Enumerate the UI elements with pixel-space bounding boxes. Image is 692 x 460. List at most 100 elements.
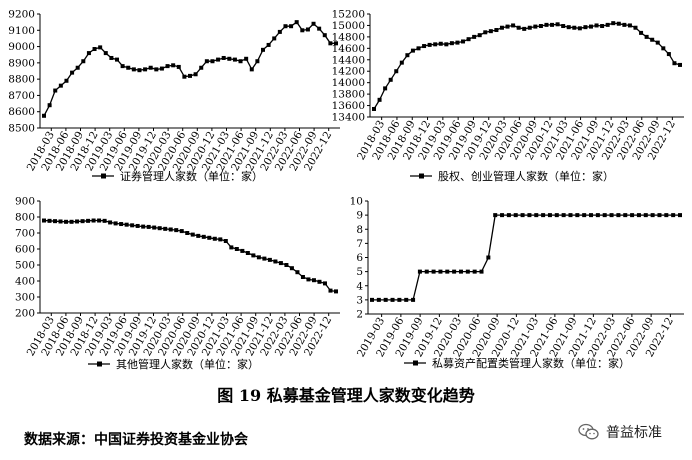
data-point — [505, 24, 510, 29]
data-point — [240, 248, 245, 253]
data-point — [644, 34, 649, 39]
data-point — [102, 218, 107, 223]
data-point — [506, 213, 511, 218]
data-point — [174, 228, 179, 233]
y-tick-label: 14600 — [332, 43, 365, 55]
data-point — [47, 218, 52, 223]
data-point — [611, 21, 616, 26]
data-point — [193, 72, 198, 77]
data-point — [317, 279, 322, 284]
legend-label: 私募资产配置类管理人家数（单位：家） — [432, 356, 630, 370]
data-point — [424, 269, 429, 274]
data-point — [513, 213, 518, 218]
data-point — [245, 251, 250, 255]
data-point — [289, 266, 294, 271]
data-point — [75, 219, 80, 224]
data-point — [455, 40, 460, 45]
data-point — [655, 40, 660, 45]
data-point — [527, 25, 532, 30]
y-tick-label: 9 — [356, 210, 363, 222]
data-point — [207, 235, 212, 240]
data-point — [201, 234, 206, 239]
data-point — [657, 213, 662, 218]
y-tick-label: 900 — [15, 196, 35, 208]
data-point — [602, 213, 607, 218]
data-point — [328, 41, 333, 46]
data-point — [261, 47, 265, 52]
data-point — [47, 103, 52, 108]
data-point — [244, 56, 249, 61]
data-point — [91, 218, 96, 223]
data-point — [616, 21, 621, 26]
data-point — [262, 256, 267, 261]
data-point — [472, 34, 477, 39]
data-point — [103, 51, 108, 56]
data-point — [583, 25, 588, 30]
data-point — [53, 219, 58, 224]
y-tick-label: 6 — [356, 252, 363, 264]
y-tick-label: 15200 — [332, 9, 365, 21]
data-point — [221, 55, 226, 60]
data-point — [671, 213, 676, 218]
data-point — [627, 23, 632, 28]
y-tick-label: 8800 — [8, 74, 35, 86]
data-point — [232, 57, 237, 62]
data-point — [70, 70, 75, 75]
data-point — [433, 42, 438, 47]
data-point — [179, 229, 184, 234]
data-point — [126, 65, 131, 70]
data-point — [80, 219, 85, 224]
data-point — [294, 20, 299, 25]
y-tick-label: 200 — [15, 308, 35, 320]
data-point — [272, 36, 277, 41]
data-point — [588, 24, 593, 29]
y-tick-label: 9200 — [8, 9, 35, 21]
data-point — [449, 41, 454, 46]
data-point — [212, 236, 217, 241]
data-point — [300, 28, 305, 33]
data-point — [575, 213, 580, 218]
y-tick-label: 14200 — [332, 66, 365, 78]
data-point — [405, 53, 410, 58]
data-point — [643, 213, 648, 218]
data-point — [438, 41, 443, 46]
series-line — [43, 219, 337, 293]
data-point — [148, 65, 153, 70]
data-point — [109, 55, 114, 60]
data-point — [388, 77, 393, 82]
data-point — [154, 67, 159, 72]
data-point — [609, 213, 614, 218]
series-line — [372, 214, 680, 301]
data-point — [383, 86, 388, 91]
data-point — [538, 24, 543, 29]
data-point — [664, 213, 669, 218]
data-point — [561, 213, 566, 218]
data-point — [444, 42, 449, 47]
data-point — [547, 213, 552, 218]
data-point — [53, 88, 58, 93]
data-point — [218, 237, 223, 242]
data-point — [534, 213, 539, 218]
data-point — [600, 24, 605, 29]
data-point — [582, 213, 587, 218]
data-point — [86, 51, 91, 56]
data-point — [300, 275, 305, 279]
y-tick-label: 300 — [15, 292, 35, 304]
data-point — [417, 269, 422, 274]
legend-label: 股权、创业管理人家数（单位：家） — [438, 169, 614, 183]
data-point — [141, 224, 146, 229]
y-tick-label: 9100 — [8, 25, 35, 37]
data-point — [322, 281, 327, 286]
data-point — [493, 213, 498, 218]
data-point — [666, 52, 671, 57]
series-line — [43, 21, 336, 117]
y-tick-label: 4 — [356, 280, 363, 292]
data-point — [165, 64, 170, 69]
y-tick-label: 5 — [356, 266, 363, 278]
data-point — [249, 67, 254, 72]
data-point — [328, 288, 333, 293]
y-tick-label: 8700 — [8, 90, 35, 102]
y-tick-label: 700 — [15, 228, 35, 240]
data-point — [555, 22, 560, 27]
data-point — [137, 68, 142, 73]
